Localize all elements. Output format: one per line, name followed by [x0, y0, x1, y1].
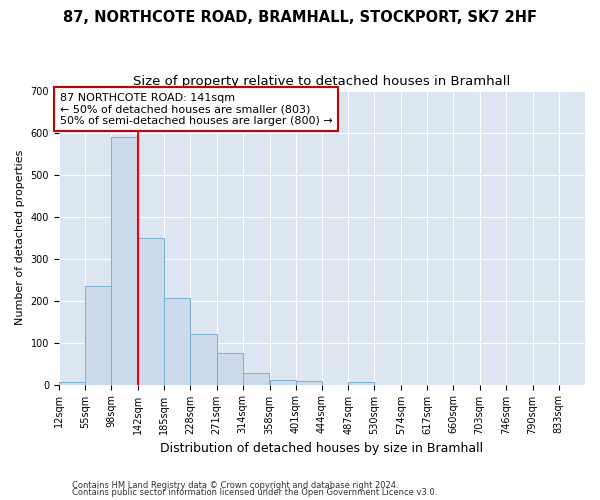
Bar [243, 373, 269, 384]
Bar [296, 381, 322, 384]
Y-axis label: Number of detached properties: Number of detached properties [15, 150, 25, 325]
Text: 87 NORTHCOTE ROAD: 141sqm
← 50% of detached houses are smaller (803)
50% of semi: 87 NORTHCOTE ROAD: 141sqm ← 50% of detac… [60, 92, 333, 126]
Title: Size of property relative to detached houses in Bramhall: Size of property relative to detached ho… [133, 75, 511, 88]
Bar [348, 382, 374, 384]
Text: 87, NORTHCOTE ROAD, BRAMHALL, STOCKPORT, SK7 2HF: 87, NORTHCOTE ROAD, BRAMHALL, STOCKPORT,… [63, 10, 537, 25]
X-axis label: Distribution of detached houses by size in Bramhall: Distribution of detached houses by size … [160, 442, 484, 455]
Bar [138, 238, 164, 384]
Bar [59, 382, 85, 384]
Bar [190, 334, 217, 384]
Bar [85, 286, 111, 384]
Bar [164, 298, 190, 384]
Text: Contains public sector information licensed under the Open Government Licence v3: Contains public sector information licen… [72, 488, 437, 497]
Bar [217, 353, 243, 384]
Bar [269, 380, 296, 384]
Text: Contains HM Land Registry data © Crown copyright and database right 2024.: Contains HM Land Registry data © Crown c… [72, 480, 398, 490]
Bar [111, 137, 137, 384]
